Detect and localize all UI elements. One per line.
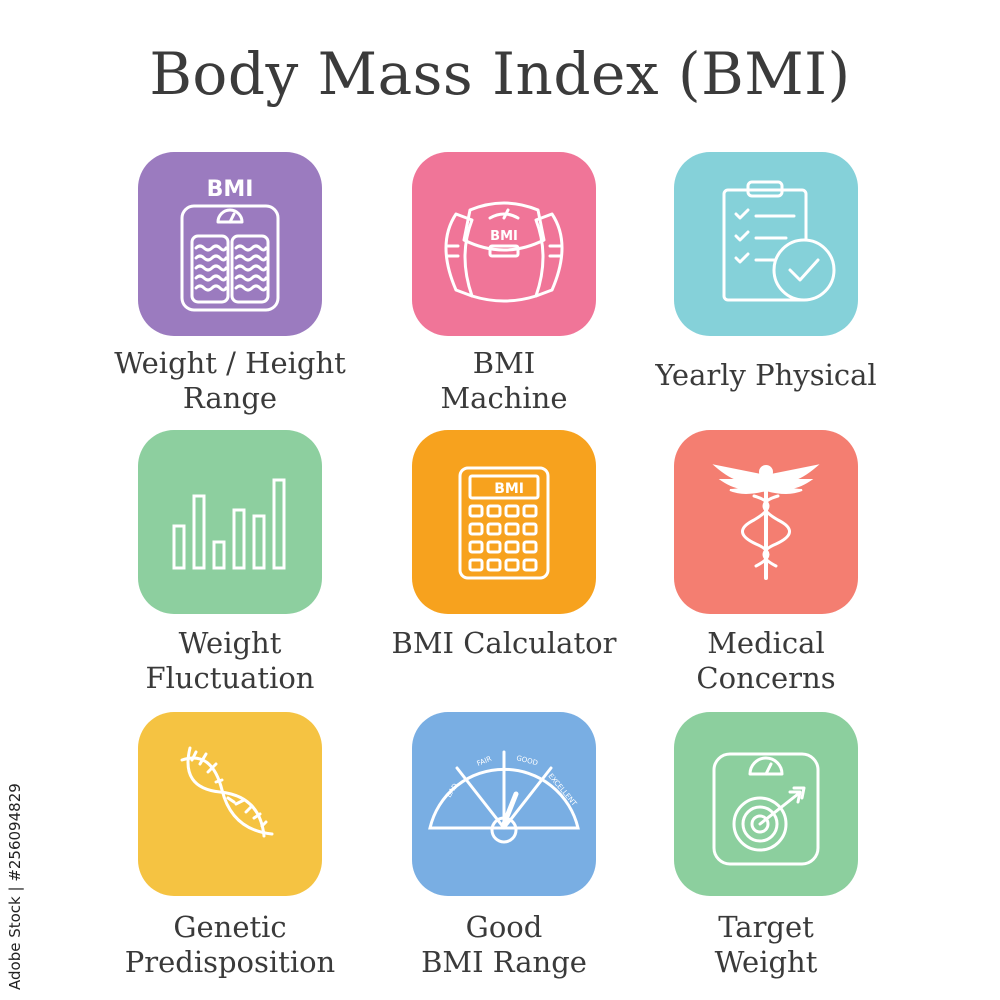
label-genetic-predisposition: Genetic Predisposition — [124, 910, 336, 979]
label-good-bmi-range: Good BMI Range — [421, 910, 587, 979]
bar-chart-icon — [172, 478, 286, 570]
tile-bmi-machine: BMI — [412, 152, 596, 336]
page-title: Body Mass Index (BMI) — [149, 40, 851, 108]
label-target-weight: Target Weight — [714, 910, 818, 979]
label-bmi-machine: BMI Machine — [440, 346, 568, 415]
tile-weight-fluctuation — [138, 430, 322, 614]
tile-yearly-physical — [674, 152, 858, 336]
label-weight-fluctuation: Weight Fluctuation — [145, 626, 315, 695]
tile-genetic-predisposition — [138, 712, 322, 896]
gauge-label-fair: FAIR — [476, 755, 493, 768]
clipboard-check-icon — [722, 180, 836, 302]
gauge-icon: BAD FAIR GOOD EXCELLENT — [428, 750, 580, 844]
tile-weight-height-range: BMI — [138, 152, 322, 336]
target-scale-icon — [712, 752, 820, 866]
stock-id-text: Adobe Stock | #256094829 — [6, 783, 24, 990]
bmi-machine-icon: BMI — [444, 201, 564, 303]
tile-target-weight — [674, 712, 858, 896]
tile-bmi-calculator: BMI — [412, 430, 596, 614]
gauge-label-good: GOOD — [516, 754, 539, 767]
gauge-label-excellent: EXCELLENT — [546, 772, 578, 808]
label-weight-height-range: Weight / Height Range — [114, 346, 346, 415]
dna-icon — [180, 746, 274, 838]
icon-text: BMI — [207, 177, 254, 202]
tile-good-bmi-range: BAD FAIR GOOD EXCELLENT — [412, 712, 596, 896]
icon-text: BMI — [490, 229, 518, 244]
label-yearly-physical: Yearly Physical — [655, 358, 877, 392]
label-bmi-calculator: BMI Calculator — [391, 626, 617, 660]
tile-medical-concerns — [674, 430, 858, 614]
caduceus-icon — [712, 464, 820, 580]
icon-text: BMI — [494, 481, 524, 497]
calculator-icon: BMI — [458, 466, 550, 580]
bmi-scale-icon: BMI — [180, 177, 280, 312]
label-medical-concerns: Medical Concerns — [696, 626, 836, 695]
